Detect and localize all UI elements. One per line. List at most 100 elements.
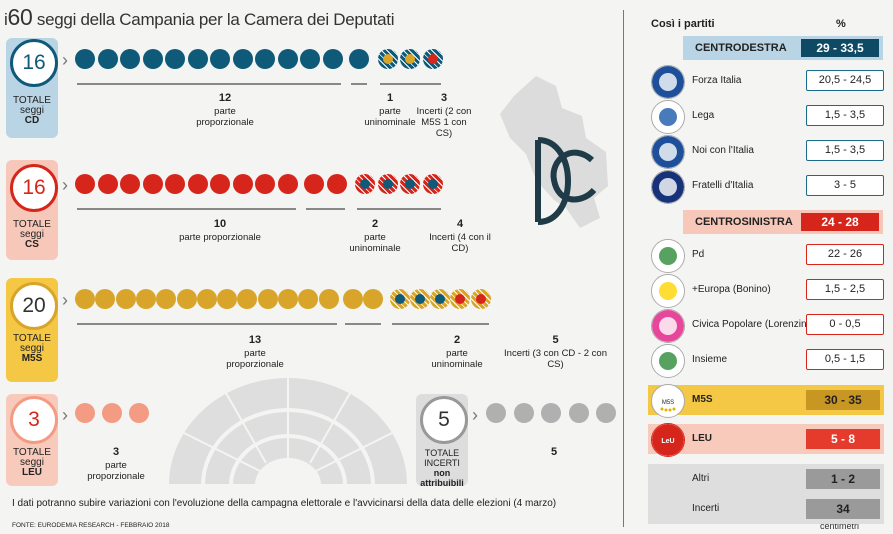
m5s-prop-label: parte proporzionale (226, 348, 284, 370)
uncertain-seat-dot (470, 289, 491, 309)
seat-dot (115, 289, 136, 309)
cd-uni-label: parte uninominale (364, 106, 416, 128)
seat-dot (349, 49, 369, 69)
party-name: +Europa (Bonino) (692, 284, 771, 295)
seat-dot (596, 403, 616, 423)
seat-dot (75, 289, 95, 309)
leu-total-block: 3 TOTALE seggi LEU (6, 394, 58, 486)
uncertain-seat-dot (450, 289, 471, 309)
seat-dot (165, 49, 185, 69)
m5s-inc-label: Incerti (3 con CD - 2 con CS) (504, 348, 607, 370)
civica-popolare-logo (651, 309, 685, 343)
uncertain-seat-dot (400, 49, 420, 69)
fratelli-italia-logo (651, 170, 685, 204)
seat-dot (120, 174, 140, 194)
leu-prop-count: 3 (112, 446, 120, 458)
m5s-uni-label: parte uninominale (431, 348, 483, 370)
group-bracket (344, 323, 382, 325)
svg-text:M5S: M5S (662, 400, 674, 406)
cs-prop-count: 10 (213, 218, 227, 230)
seat-dot (142, 49, 163, 69)
party-value: 3 - 5 (806, 175, 884, 196)
m5s-total-number: 20 (10, 282, 58, 330)
group-bracket (357, 208, 441, 210)
leu-row: LeU LEU 5 - 8 (648, 423, 884, 457)
seat-dot (102, 403, 122, 423)
seat-dot (278, 289, 298, 309)
forza-italia-logo (651, 65, 685, 99)
lega-logo (651, 100, 685, 134)
m5s-total-block: 20 TOTALE seggi M5S (6, 278, 58, 382)
m5s-inc-count: 5 (552, 334, 559, 346)
seat-dot (75, 403, 95, 423)
group-bracket (379, 83, 441, 85)
piu-europa-logo (651, 274, 685, 308)
m5s-total-label: TOTALE seggi M5S (13, 333, 51, 364)
seat-dot (277, 174, 298, 194)
seat-dot (97, 174, 118, 194)
seat-dot (255, 49, 275, 69)
seat-dot (187, 49, 208, 69)
group-bracket (77, 83, 341, 85)
party-name: Noi con l'Italia (692, 145, 754, 156)
party-row: Noi con l'Italia 1,5 - 3,5 (648, 134, 884, 169)
party-value: 1,5 - 3,5 (806, 105, 884, 126)
centrodestra-row: CENTRODESTRA 29 - 33,5 (683, 36, 883, 60)
uncertain-seat-dot (422, 174, 443, 194)
cd-prop-label: parte proporzionale (196, 106, 254, 128)
party-row: Fratelli d'Italia 3 - 5 (648, 169, 884, 204)
seat-dot (342, 289, 363, 309)
party-name: Insieme (692, 354, 728, 365)
incerti-row: Incerti 34 (648, 494, 884, 524)
m5s-logo: M5S (651, 384, 685, 418)
seat-dot (232, 49, 253, 69)
uncertain-seat-dot (355, 174, 375, 194)
party-row: Lega 1,5 - 3,5 (648, 99, 884, 134)
cd-total-label: TOTALE seggi CD (13, 95, 51, 126)
party-name: Forza Italia (692, 75, 742, 86)
cd-inc-count: 3 (440, 92, 448, 104)
uncertain-seat-dot (422, 49, 443, 69)
group-bracket (77, 323, 337, 325)
leu-logo: LeU (651, 423, 685, 457)
party-row: Forza Italia 20,5 - 24,5 (648, 64, 884, 99)
seat-dot (255, 174, 275, 194)
cs-inc-count: 4 (456, 218, 464, 230)
party-name: Lega (692, 110, 715, 121)
altri-row: Altri 1 - 2 (648, 464, 884, 494)
seat-dot (277, 49, 298, 69)
seat-dot (304, 174, 324, 194)
incerti-total-block: 5 TOTALE INCERTI non attribuibili (416, 394, 468, 488)
seat-dot (156, 289, 177, 309)
cs-total-block: 16 TOTALE seggi CS (6, 160, 58, 260)
m5s-row: M5S M5S 30 - 35 (648, 384, 884, 418)
seat-dot (217, 289, 238, 309)
cs-uni-label: parte uninominale (349, 232, 401, 254)
seat-dot (120, 49, 140, 69)
chevron-right-icon: › (62, 290, 68, 310)
seat-dot (541, 403, 561, 423)
seat-dot (298, 289, 319, 309)
party-value: 0,5 - 1,5 (806, 349, 884, 370)
seat-dot (165, 174, 185, 194)
party-name: Pd (692, 249, 705, 260)
incerti-count: 5 (550, 446, 558, 458)
seat-dot (232, 174, 253, 194)
uncertain-seat-dot (377, 49, 398, 69)
uncertain-seat-dot (389, 289, 410, 309)
party-name: Civica Popolare (Lorenzin) (692, 319, 810, 330)
leu-total-number: 3 (10, 396, 58, 444)
chevron-right-icon: › (62, 50, 68, 70)
chevron-right-icon: › (62, 175, 68, 195)
cs-prop-label: parte proporzionale (179, 232, 261, 243)
uncertain-seat-dot (409, 289, 430, 309)
seat-dot (176, 289, 197, 309)
leu-prop-label: parte proporzionale (87, 460, 145, 482)
uncertain-seat-dot (377, 174, 398, 194)
group-bracket (306, 208, 345, 210)
seat-dot (257, 289, 278, 309)
seat-dot (95, 289, 116, 309)
parliament-hemicycle-icon (168, 376, 408, 486)
party-poll-panel (623, 10, 889, 527)
party-value: 22 - 26 (806, 244, 884, 265)
